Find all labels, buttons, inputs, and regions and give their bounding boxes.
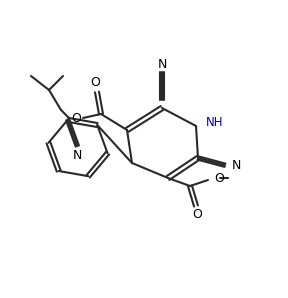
Text: O: O [214, 172, 224, 184]
Text: NH: NH [206, 116, 223, 128]
Text: O: O [192, 209, 202, 221]
Text: O: O [90, 77, 100, 89]
Text: N: N [73, 149, 82, 162]
Text: N: N [157, 58, 167, 71]
Text: O: O [71, 111, 81, 125]
Text: N: N [232, 159, 241, 172]
